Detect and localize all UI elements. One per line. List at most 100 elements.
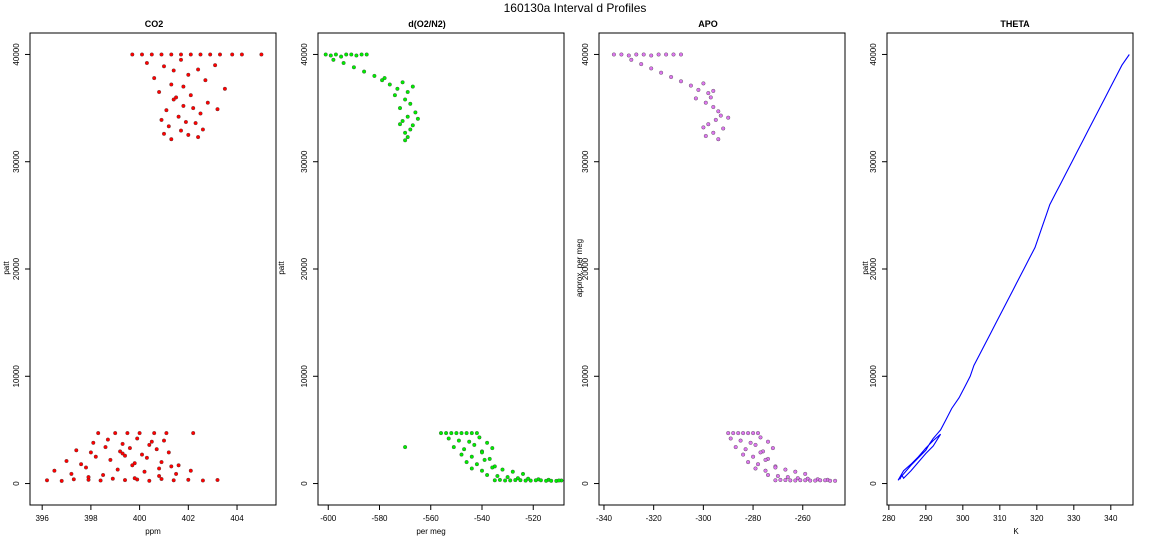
co2-data-point — [198, 52, 203, 57]
co2-data-point — [108, 457, 113, 462]
co2-data-point — [218, 52, 222, 57]
do2n2-data-point — [395, 86, 400, 91]
apo-ytick-label: 20000 — [581, 257, 590, 280]
do2n2-data-point — [556, 478, 561, 483]
do2n2-xtick-label: -540 — [474, 514, 491, 523]
do2n2-data-point — [413, 110, 418, 115]
co2-data-point — [120, 451, 125, 456]
do2n2-data-point — [549, 478, 554, 483]
apo-data-point — [721, 126, 726, 131]
do2n2-data-point — [323, 52, 328, 57]
co2-data-point — [191, 106, 196, 111]
co2-data-point — [222, 86, 227, 91]
co2-ytick-label: 40000 — [12, 43, 21, 66]
co2-data-point — [181, 103, 186, 108]
theta-series-line — [897, 54, 1130, 481]
apo-data-point — [639, 62, 644, 67]
apo-data-point — [629, 57, 634, 62]
apo-data-point — [793, 478, 798, 483]
do2n2-data-point — [485, 473, 490, 477]
co2-data-point — [69, 471, 74, 476]
co2-data-point — [157, 474, 162, 478]
do2n2-data-point — [467, 439, 472, 444]
co2-xtick-label: 404 — [230, 514, 244, 523]
apo-data-point — [728, 436, 733, 441]
co2-data-point — [179, 128, 183, 133]
co2-data-point — [157, 90, 162, 94]
co2-data-point — [169, 137, 174, 142]
theta-panel-title: THETA — [1000, 19, 1030, 29]
do2n2-data-point — [446, 436, 451, 441]
apo-data-point — [711, 88, 716, 93]
co2-data-point — [239, 52, 244, 57]
theta-ytick-label: 0 — [869, 481, 878, 486]
co2-data-point — [64, 459, 69, 463]
co2-data-point — [159, 117, 164, 122]
do2n2-data-point — [482, 457, 487, 462]
apo-data-point — [669, 75, 674, 79]
co2-xtick-label: 400 — [133, 514, 147, 523]
co2-data-point — [200, 478, 205, 483]
apo-data-point — [778, 477, 783, 482]
co2-data-point — [188, 93, 193, 98]
apo-data-point — [679, 52, 683, 57]
co2-data-point — [144, 455, 149, 460]
do2n2-data-point — [480, 450, 484, 455]
apo-data-point — [773, 465, 778, 470]
theta-xtick-label: 290 — [919, 514, 933, 523]
do2n2-data-point — [459, 452, 464, 457]
do2n2-data-point — [510, 469, 515, 474]
apo-data-point — [688, 83, 693, 88]
apo-data-point — [726, 431, 731, 436]
co2-data-point — [259, 52, 264, 57]
co2-data-point — [113, 431, 118, 436]
apo-data-point — [803, 478, 808, 483]
co2-data-point — [162, 438, 166, 443]
do2n2-data-point — [451, 445, 456, 450]
co2-data-point — [110, 476, 115, 481]
do2n2-panel-title: d(O2/N2) — [408, 19, 446, 29]
do2n2-data-point — [344, 52, 349, 57]
apo-yaxis-label: approx. per meg — [575, 239, 584, 297]
co2-data-point — [203, 78, 208, 83]
theta-plot-frame — [886, 32, 1134, 506]
do2n2-data-point — [503, 478, 508, 483]
co2-data-point — [93, 454, 98, 459]
co2-data-point — [118, 449, 123, 454]
co2-data-point — [125, 431, 130, 436]
co2-data-point — [157, 466, 162, 471]
theta-ytick-label: 20000 — [869, 257, 878, 280]
co2-data-point — [200, 127, 205, 132]
do2n2-xaxis-label: per meg — [416, 527, 445, 536]
apo-data-point — [785, 475, 790, 480]
apo-plot-frame — [598, 32, 846, 506]
co2-data-point — [188, 468, 193, 473]
co2-data-point — [164, 108, 169, 113]
co2-data-point — [169, 464, 174, 469]
do2n2-data-point — [469, 466, 474, 471]
co2-data-point — [79, 462, 84, 467]
do2n2-ytick-label: 20000 — [300, 257, 309, 280]
do2n2-data-point — [349, 52, 354, 57]
do2n2-ytick-label: 0 — [300, 481, 309, 486]
apo-data-point — [693, 96, 698, 101]
do2n2-data-point — [490, 465, 495, 470]
co2-panel-title: CO2 — [145, 19, 164, 29]
co2-data-point — [88, 450, 93, 455]
do2n2-data-point — [449, 431, 454, 436]
co2-data-point — [103, 445, 108, 450]
apo-xtick-label: -260 — [795, 514, 812, 523]
do2n2-data-point — [408, 101, 413, 106]
apo-data-point — [736, 431, 741, 436]
do2n2-data-point — [492, 478, 497, 483]
theta-xaxis-label: K — [1013, 527, 1019, 536]
do2n2-data-point — [364, 52, 369, 57]
do2n2-xtick-label: -520 — [525, 514, 542, 523]
co2-data-point — [123, 453, 127, 458]
apo-data-point — [753, 466, 758, 471]
do2n2-data-point — [403, 97, 408, 102]
apo-ytick-label: 30000 — [581, 150, 590, 173]
co2-data-point — [215, 107, 220, 112]
theta-ytick-label: 30000 — [869, 150, 878, 173]
co2-data-point — [186, 477, 191, 482]
